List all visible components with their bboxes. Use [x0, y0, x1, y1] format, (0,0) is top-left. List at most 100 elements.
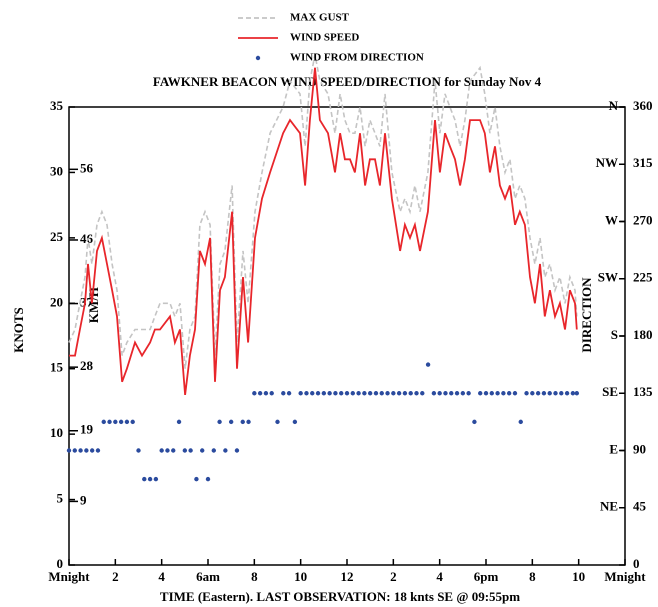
x-tick-label: 8: [529, 569, 536, 584]
compass-tick-label: SW: [598, 270, 618, 285]
direction-dot: [431, 391, 437, 396]
direction-dot: [257, 391, 263, 396]
direction-dot: [147, 476, 153, 482]
y-tick-label: 0: [57, 556, 64, 571]
direction-dot: [454, 391, 460, 396]
direction-dot: [159, 448, 164, 453]
direction-dot: [535, 391, 541, 396]
direction-dot: [240, 419, 245, 425]
legend-dot: [255, 55, 261, 61]
direction-dot: [402, 391, 408, 396]
direction-dot: [246, 419, 251, 425]
direction-dot: [66, 448, 72, 453]
direction-dot: [223, 448, 228, 453]
direction-dot: [113, 419, 118, 425]
direction-dot: [449, 391, 454, 396]
direction-dot: [466, 391, 471, 396]
direction-dot: [344, 391, 350, 396]
gust-line: [68, 54, 578, 369]
legend-label: WIND FROM DIRECTION: [290, 52, 424, 64]
direction-dot: [367, 391, 373, 396]
direction-dot: [310, 391, 315, 396]
direction-dot: [118, 419, 124, 425]
direction-dot: [379, 391, 384, 396]
direction-dot: [281, 391, 286, 396]
kmh-tick-label: 37: [80, 295, 94, 310]
direction-dot: [443, 391, 448, 396]
direction-dot: [95, 448, 101, 453]
direction-dot: [547, 391, 552, 396]
direction-dot: [350, 391, 355, 396]
direction-dot: [275, 419, 280, 425]
y2-tick-label: 45: [633, 499, 647, 514]
direction-axis-label: DIRECTION: [579, 277, 594, 353]
x-tick-label: 6am: [196, 569, 220, 584]
kmh-tick-label: 28: [80, 358, 94, 373]
y2-tick-label: 360: [633, 98, 653, 113]
kmh-tick-label: 19: [80, 422, 94, 437]
x-tick-label: 4: [158, 569, 165, 584]
direction-dot: [153, 476, 159, 482]
direction-dot: [205, 476, 211, 482]
chart-title: FAWKNER BEACON WIND SPEED/DIRECTION for …: [153, 74, 542, 89]
compass-tick-label: NE: [600, 499, 618, 514]
direction-dot: [512, 391, 518, 396]
compass-tick-label: NW: [596, 155, 618, 170]
legend-label: WIND SPEED: [290, 32, 359, 44]
direction-dot: [501, 391, 506, 396]
y-tick-label: 25: [50, 229, 64, 244]
direction-dot: [84, 448, 89, 453]
y-tick-label: 30: [50, 163, 63, 178]
direction-dot: [304, 391, 309, 396]
direction-dot: [286, 391, 292, 396]
direction-dot: [564, 391, 570, 396]
y-tick-label: 20: [50, 294, 63, 309]
direction-dot: [200, 448, 205, 453]
y2-tick-label: 315: [633, 155, 653, 170]
direction-dot: [437, 391, 442, 396]
direction-dot: [530, 391, 535, 396]
kmh-tick-label: 56: [80, 160, 94, 175]
x-tick-label: 12: [341, 569, 354, 584]
direction-dot: [559, 391, 564, 396]
direction-dot: [194, 476, 199, 482]
y2-tick-label: 90: [633, 441, 646, 456]
y2-tick-label: 270: [633, 212, 653, 227]
direction-dot: [72, 448, 77, 453]
direction-dot: [327, 391, 332, 396]
direction-dot: [495, 391, 500, 396]
direction-dot: [269, 391, 274, 396]
y2-tick-label: 225: [633, 270, 653, 285]
direction-dot: [460, 391, 466, 396]
direction-dot: [553, 391, 558, 396]
direction-dot: [408, 391, 413, 396]
direction-dot: [188, 448, 193, 453]
direction-dot: [570, 391, 576, 396]
direction-dot: [252, 391, 257, 396]
y2-tick-label: 135: [633, 384, 653, 399]
direction-dot: [182, 448, 188, 453]
x-tick-label: 10: [294, 569, 307, 584]
direction-dot: [396, 391, 402, 396]
compass-tick-label: SE: [602, 384, 618, 399]
direction-dot: [136, 448, 141, 453]
direction-dot: [478, 391, 483, 396]
direction-dot: [234, 448, 240, 453]
direction-dot: [489, 391, 494, 396]
compass-tick-label: E: [609, 441, 618, 456]
direction-dot: [574, 391, 580, 396]
compass-tick-label: S: [611, 327, 618, 342]
y-tick-label: 5: [57, 491, 64, 506]
direction-dot: [124, 419, 130, 425]
x-tick-label: 2: [112, 569, 119, 584]
direction-dot: [339, 391, 344, 396]
y-tick-label: 15: [50, 360, 64, 375]
direction-dot: [130, 419, 135, 425]
direction-dot: [321, 391, 327, 396]
direction-dot: [518, 419, 523, 425]
compass-tick-label: N: [609, 98, 619, 113]
direction-dot: [414, 391, 419, 396]
direction-dot: [228, 419, 234, 425]
x-tick-label: 2: [390, 569, 397, 584]
